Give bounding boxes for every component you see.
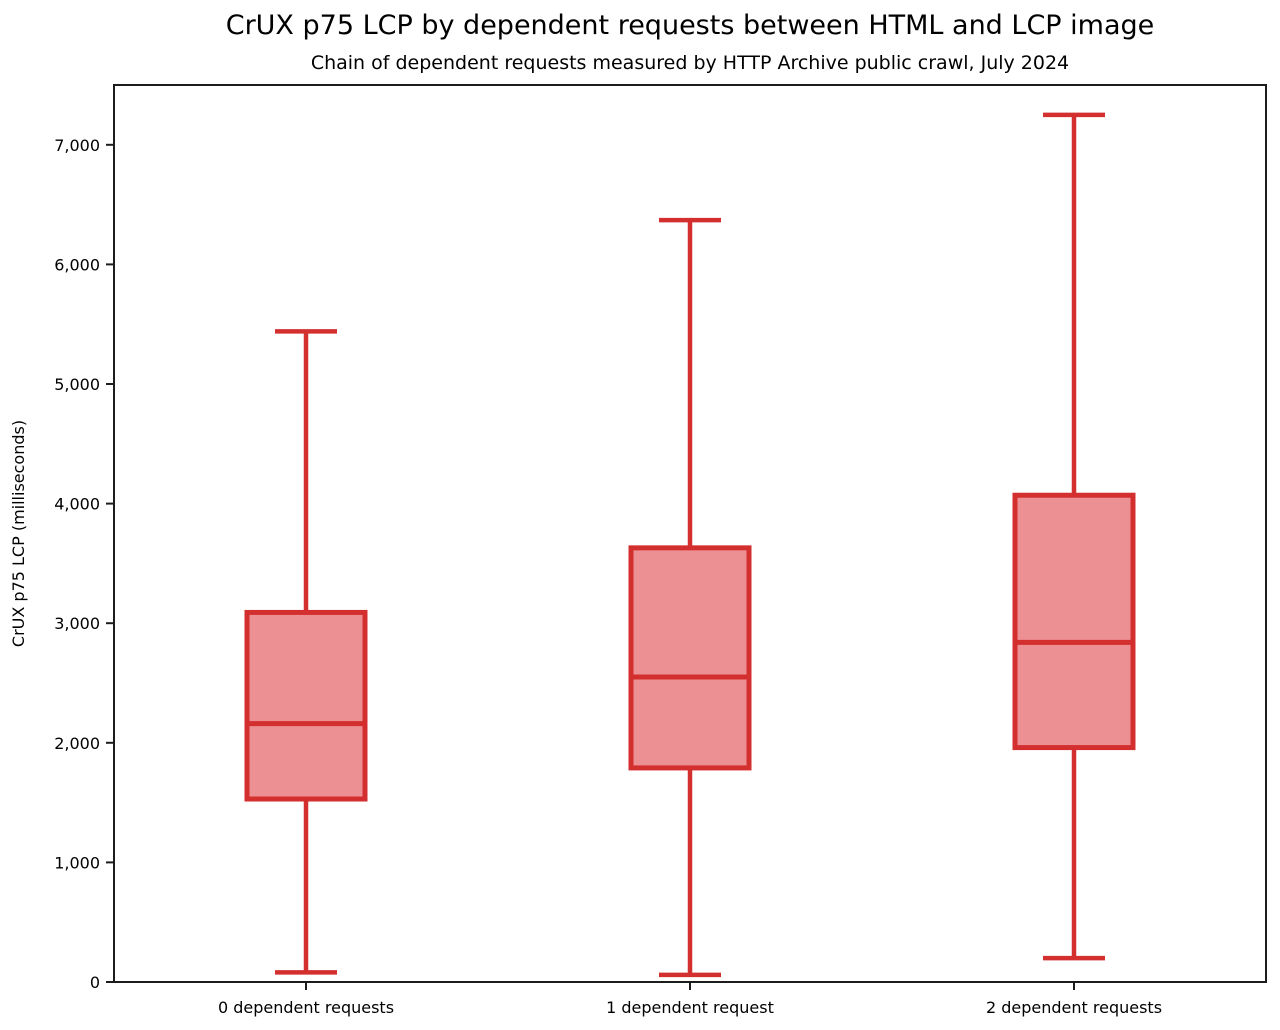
x-tick-label: 2 dependent requests — [986, 998, 1162, 1017]
y-tick-label: 6,000 — [54, 255, 100, 274]
y-tick-label: 5,000 — [54, 375, 100, 394]
chart-title: CrUX p75 LCP by dependent requests betwe… — [225, 10, 1155, 41]
y-axis-label: CrUX p75 LCP (milliseconds) — [9, 420, 28, 647]
box-group-2 — [1012, 112, 1136, 961]
box-rect — [628, 545, 752, 771]
x-tick-label: 0 dependent requests — [218, 998, 394, 1017]
y-tick-label: 3,000 — [54, 614, 100, 633]
chart-subtitle: Chain of dependent requests measured by … — [310, 52, 1070, 74]
y-tick-label: 1,000 — [54, 853, 100, 872]
y-tick-label: 2,000 — [54, 734, 100, 753]
box-group-0 — [244, 329, 368, 975]
y-tick-label: 4,000 — [54, 495, 100, 514]
y-tick-label: 7,000 — [54, 136, 100, 155]
x-tick-label: 1 dependent request — [606, 998, 774, 1017]
box-rect — [244, 609, 368, 802]
box-rect — [1012, 492, 1136, 751]
y-tick-label: 0 — [90, 973, 100, 992]
box-group-1 — [628, 217, 752, 978]
